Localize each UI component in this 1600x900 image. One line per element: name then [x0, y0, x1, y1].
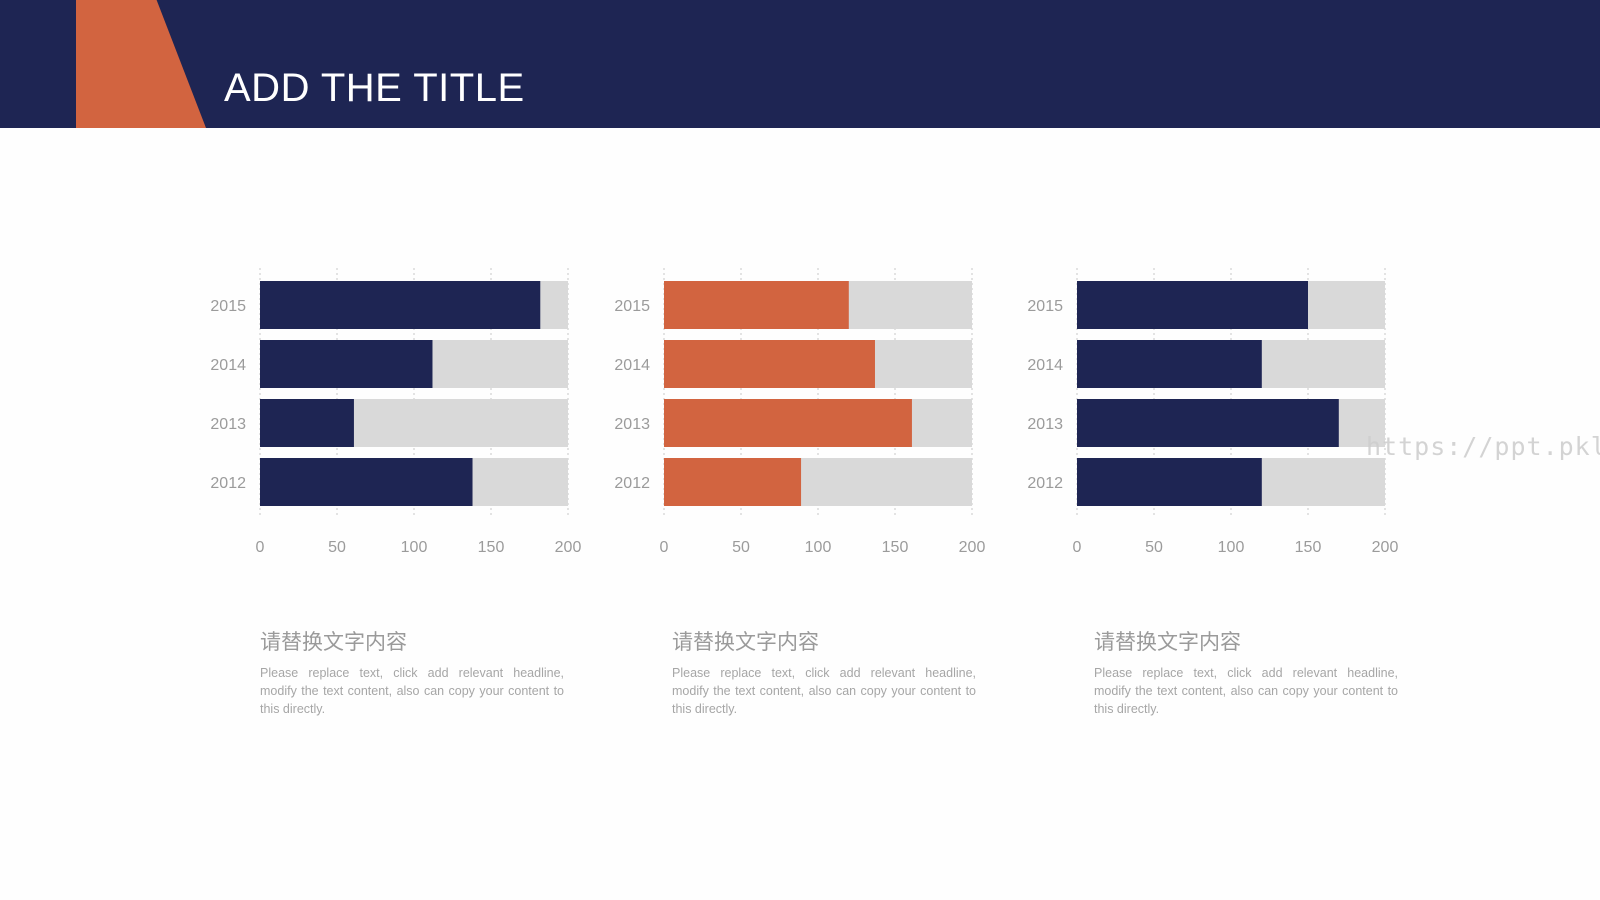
x-tick-label: 150 [478, 539, 505, 556]
bar-chart-3: 0 50 100 150 200 2015 2014 2013 2012 [1017, 268, 1437, 578]
bar-2013 [260, 399, 354, 447]
x-tick-label: 50 [1145, 539, 1163, 556]
bar-2015 [664, 281, 849, 329]
x-tick-label: 200 [1372, 539, 1399, 556]
bar-chart-1: 0 50 100 150 200 2015 2014 2013 2012 [200, 268, 620, 578]
chart-2-svg: 0 50 100 150 200 2015 2014 2013 2012 [614, 268, 986, 556]
slide-title: ADD THE TITLE [224, 66, 525, 110]
x-tick-label: 0 [1073, 539, 1082, 556]
y-tick-label: 2014 [614, 357, 650, 374]
caption-1-body: Please replace text, click add relevant … [260, 666, 564, 716]
y-tick-label: 2012 [210, 475, 246, 492]
y-tick-label: 2012 [614, 475, 650, 492]
chart-3-svg: 0 50 100 150 200 2015 2014 2013 2012 [1027, 268, 1399, 556]
caption-3-heading: 请替换文字内容 [1094, 630, 1241, 654]
caption-3-body: Please replace text, click add relevant … [1094, 666, 1398, 716]
bar-2015 [260, 281, 541, 329]
x-tick-label: 150 [1295, 539, 1322, 556]
y-tick-label: 2013 [614, 416, 650, 433]
chart-1-svg: 0 50 100 150 200 2015 2014 2013 2012 [210, 268, 582, 556]
bar-2014 [260, 340, 433, 388]
x-tick-label: 0 [256, 539, 265, 556]
y-tick-label: 2015 [614, 298, 650, 315]
caption-1: 请替换文字内容 Please replace text, click add r… [260, 626, 564, 718]
caption-3: 请替换文字内容 Please replace text, click add r… [1094, 626, 1398, 718]
bar-2013 [1077, 399, 1339, 447]
bar-2014 [1077, 340, 1262, 388]
y-tick-label: 2013 [210, 416, 246, 433]
y-tick-label: 2015 [1027, 298, 1063, 315]
bar-2015 [1077, 281, 1308, 329]
caption-2: 请替换文字内容 Please replace text, click add r… [672, 626, 976, 718]
x-tick-label: 50 [732, 539, 750, 556]
watermark-text: https://ppt.pkll.de [1366, 432, 1600, 461]
bar-2012 [260, 458, 473, 506]
bar-2012 [1077, 458, 1262, 506]
x-tick-label: 100 [805, 539, 832, 556]
x-tick-label: 200 [959, 539, 986, 556]
bar-chart-2: 0 50 100 150 200 2015 2014 2013 2012 [604, 268, 1024, 578]
title-bar [0, 0, 1600, 128]
caption-1-heading: 请替换文字内容 [260, 630, 407, 654]
caption-2-heading: 请替换文字内容 [672, 630, 819, 654]
bar-2013 [664, 399, 912, 447]
x-tick-label: 100 [401, 539, 428, 556]
x-tick-label: 150 [882, 539, 909, 556]
bar-2012 [664, 458, 802, 506]
caption-2-body: Please replace text, click add relevant … [672, 666, 976, 716]
x-tick-label: 100 [1218, 539, 1245, 556]
y-tick-label: 2015 [210, 298, 246, 315]
x-tick-label: 0 [660, 539, 669, 556]
y-tick-label: 2012 [1027, 475, 1063, 492]
y-tick-label: 2014 [1027, 357, 1063, 374]
x-tick-label: 50 [328, 539, 346, 556]
y-tick-label: 2014 [210, 357, 246, 374]
y-tick-label: 2013 [1027, 416, 1063, 433]
bar-2014 [664, 340, 875, 388]
x-tick-label: 200 [555, 539, 582, 556]
